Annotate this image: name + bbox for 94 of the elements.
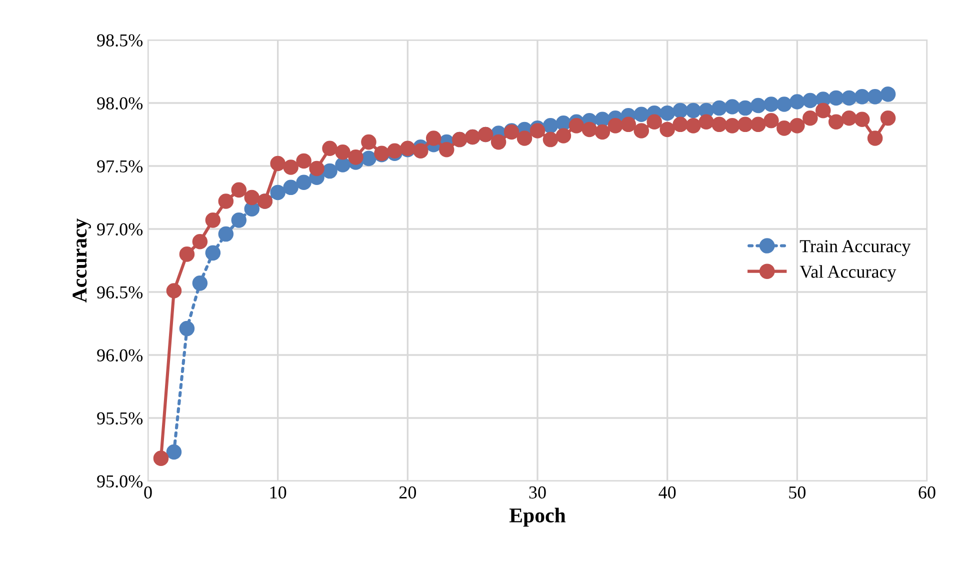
point [205,212,221,228]
point [192,276,208,291]
point [776,120,792,136]
point [283,160,298,175]
point [179,320,195,336]
point [556,128,572,144]
point [750,116,766,132]
y-tick-label: 98.0% [97,97,143,110]
y-axis-title: Accuracy [72,218,91,303]
point [244,190,260,206]
point [296,153,312,169]
point [712,116,727,132]
point [672,116,688,132]
point [854,112,870,128]
point [867,89,883,104]
point [738,116,753,132]
point [568,118,584,134]
x-tick-label: 20 [399,486,416,499]
y-tick-label: 97.5% [97,160,143,173]
point [764,96,779,112]
point [854,89,870,104]
point [646,114,662,130]
legend-label: Train Accuracy [800,240,911,256]
point [790,118,805,134]
y-tick-label: 97.0% [97,223,143,236]
point [179,246,195,262]
point [348,150,364,165]
point [841,90,857,106]
point [620,116,636,132]
point [790,94,805,110]
legend-label: Val Accuracy [800,265,896,282]
point [880,86,896,102]
point [231,182,247,198]
x-tick-label: 30 [529,486,546,499]
point [322,140,338,156]
point [712,100,727,116]
x-tick-label: 10 [270,486,286,499]
point [516,130,532,146]
point [660,122,675,138]
point [218,226,234,242]
point [192,234,208,250]
point [738,100,753,116]
point [426,130,442,146]
point [608,118,624,134]
point [166,283,182,298]
point [698,114,714,130]
point [490,134,506,150]
point [867,130,883,146]
y-tick-label: 95.0% [97,475,143,488]
point [724,118,740,134]
y-tick-label: 98.5% [97,34,143,47]
x-tick-label: 60 [918,486,936,499]
point [594,124,610,140]
point [841,110,857,126]
point [166,444,182,460]
point [231,212,247,228]
y-tick-label: 96.5% [97,286,143,299]
point [634,123,650,138]
point [205,245,221,261]
point [309,160,324,176]
point [582,122,598,138]
point [802,110,818,126]
point [672,102,688,118]
y-tick-label: 96.0% [97,349,143,362]
point [724,99,740,114]
point [322,163,338,179]
point [764,113,779,128]
x-axis-title: Epoch [509,508,566,527]
point [270,156,286,172]
point [361,134,376,150]
y-tick-label: 95.5% [97,412,143,425]
point [270,184,286,200]
point [802,92,818,108]
point [335,144,350,160]
point [686,102,701,118]
point [828,90,844,106]
point [413,143,428,159]
point [542,132,558,148]
point [750,98,766,114]
point [686,118,701,134]
x-tick-label: 50 [789,486,806,499]
point [296,174,312,190]
point [218,194,234,209]
point [776,96,792,112]
point [815,102,831,118]
x-tick-label: 40 [658,486,676,499]
point [153,450,169,466]
point [828,114,844,130]
point [283,180,298,196]
point [660,105,675,121]
point [634,106,650,122]
x-tick-label: 0 [144,486,152,499]
point [880,110,896,126]
point [438,142,454,158]
